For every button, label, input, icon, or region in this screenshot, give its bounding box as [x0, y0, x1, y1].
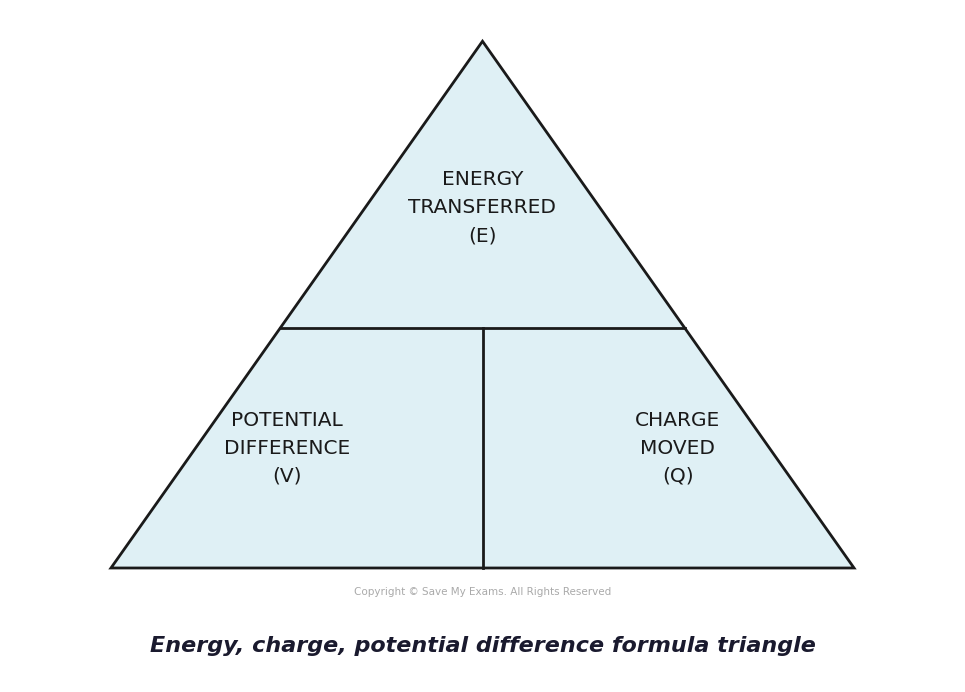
Text: Energy, charge, potential difference formula triangle: Energy, charge, potential difference for… [150, 637, 815, 656]
Text: Copyright © Save My Exams. All Rights Reserved: Copyright © Save My Exams. All Rights Re… [354, 588, 611, 597]
Text: POTENTIAL
DIFFERENCE
(V): POTENTIAL DIFFERENCE (V) [224, 410, 350, 486]
Polygon shape [111, 42, 854, 568]
Text: CHARGE
MOVED
(Q): CHARGE MOVED (Q) [635, 410, 721, 486]
Text: ENERGY
TRANSFERRED
(E): ENERGY TRANSFERRED (E) [408, 170, 557, 245]
